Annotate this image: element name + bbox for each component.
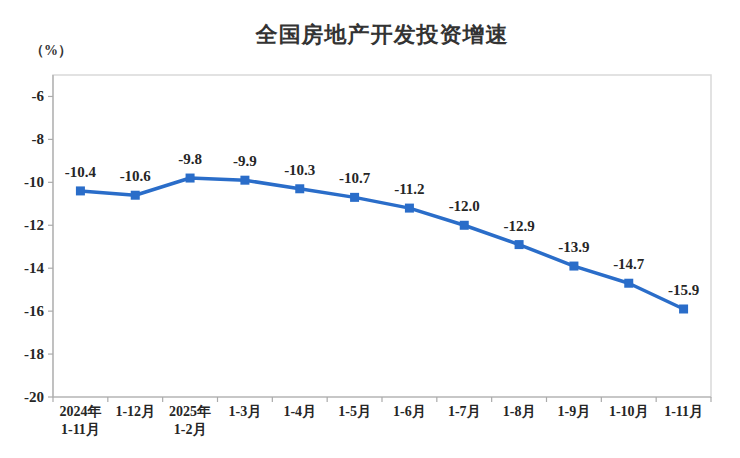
data-point-marker [295,184,304,193]
line-chart-plot: -6 -8 -10 -12 -14 -16 -18 -20 2024年 1-11月 1-12月 202… [0,0,740,458]
x-tick-label: 1-7月 [448,404,481,419]
x-tick-label: 1-4月 [283,404,316,419]
x-tick-label: 1-11月 [664,404,703,419]
x-tick-label: 1-5月 [338,404,371,419]
data-point-marker [240,176,249,185]
x-tick-label: 1-8月 [503,404,536,419]
data-point-marker [76,186,85,195]
data-point-marker [186,174,195,183]
x-tick-label: 1-11月 [61,422,100,437]
y-tick-label: -6 [32,88,45,104]
x-tick-label: 1-6月 [393,404,426,419]
y-tick-label: -16 [24,303,44,319]
data-point-label: -12.0 [449,198,480,214]
data-point-label: -10.4 [65,164,97,180]
data-point-marker [131,191,140,200]
data-point-label: -10.6 [120,168,152,184]
x-tick-label: 1-12月 [115,404,155,419]
data-point-marker [569,262,578,271]
x-tick-label: 1-3月 [229,404,262,419]
y-tick-label: -10 [24,174,44,190]
data-point-marker [515,240,524,249]
plot-area-border [53,75,711,397]
data-point-label: -9.8 [178,151,202,167]
data-point-label: -9.9 [233,153,257,169]
data-point-label: -12.9 [503,218,534,234]
y-tick-label: -12 [24,217,44,233]
y-tick-label: -18 [24,346,44,362]
data-point-label: -10.3 [284,162,315,178]
data-point-marker [460,221,469,230]
chart-container: 全国房地产开发投资增速 （%） -6-8-10-12-14-16-18-2020… [0,0,740,458]
data-point-label: -10.7 [339,170,371,186]
data-point-marker [624,279,633,288]
data-line [80,178,683,309]
x-tick-label: 1-10月 [609,404,649,419]
data-point-label: -11.2 [394,181,424,197]
x-tick-label: 2025年 [169,404,211,419]
data-point-marker [405,204,414,213]
data-point-label: -15.9 [668,282,699,298]
x-tick-label: 1-2月 [174,422,207,437]
x-tick-label: 1-9月 [558,404,591,419]
y-tick-label: -14 [24,260,44,276]
data-point-marker [679,304,688,313]
y-tick-label: -20 [24,389,44,405]
data-point-label: -14.7 [613,256,645,272]
x-tick-label: 2024年 [59,404,101,419]
data-point-marker [350,193,359,202]
y-tick-label: -8 [32,131,45,147]
data-point-label: -13.9 [558,239,589,255]
